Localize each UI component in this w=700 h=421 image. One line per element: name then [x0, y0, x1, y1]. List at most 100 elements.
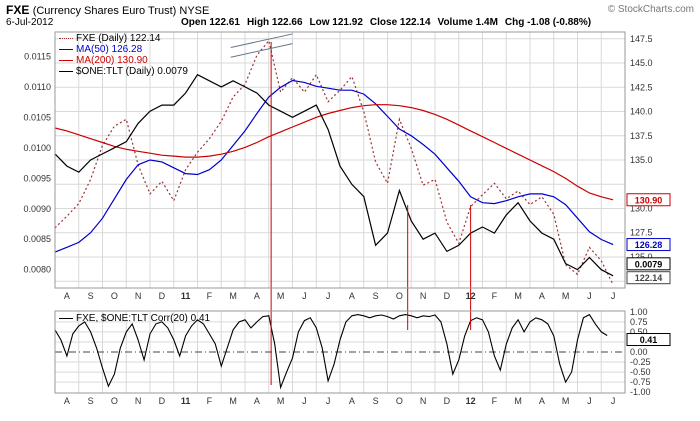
series-line-2 — [54, 104, 614, 201]
month-label: J — [611, 396, 616, 406]
month-label: N — [420, 291, 427, 301]
left-axis-tick: 0.0090 — [23, 204, 51, 214]
month-label: O — [396, 396, 403, 406]
month-label: A — [64, 396, 70, 406]
corr-axis-tick: 1.00 — [630, 307, 648, 317]
quote-value-chg: -1.08 (-0.88%) — [524, 17, 592, 28]
month-label: A — [349, 396, 355, 406]
month-label: J — [302, 291, 307, 301]
corr-axis-tick: -0.50 — [630, 367, 651, 377]
quote-label-close: Close — [369, 17, 398, 28]
quote-label-open: Open — [181, 17, 207, 28]
right-axis-tick: 140.0 — [630, 107, 653, 117]
month-label: F — [492, 396, 498, 406]
quote-value-open: 122.61 — [206, 17, 240, 28]
series-line-1 — [54, 79, 614, 253]
main-panel-frame — [54, 31, 626, 289]
month-label: J — [326, 291, 331, 301]
right-axis-tick: 145.0 — [630, 58, 653, 68]
month-label: F — [492, 291, 498, 301]
left-axis-tick: 0.0115 — [24, 51, 51, 61]
legend-main-label-2: MA(200) 130.90 — [76, 55, 148, 66]
legend-main-swatch-0 — [59, 37, 73, 39]
month-label: 12 — [466, 291, 476, 301]
corr-callout-value: 0.41 — [640, 335, 658, 345]
month-label: J — [302, 396, 307, 406]
legend-main-swatch-2 — [59, 59, 73, 61]
left-axis-tick: 0.0080 — [23, 265, 51, 275]
month-label: A — [349, 291, 355, 301]
right-axis-tick: 130.0 — [630, 203, 653, 213]
chart-date: 6-Jul-2012 — [6, 17, 54, 28]
month-label: M — [514, 396, 522, 406]
trendline-annotation-1 — [230, 43, 293, 58]
month-label: 11 — [181, 396, 191, 406]
series-line-0 — [54, 39, 614, 285]
month-label: M — [562, 396, 570, 406]
month-label: J — [587, 396, 592, 406]
corr-axis-tick: -0.25 — [630, 357, 651, 367]
corr-axis-tick: -1.00 — [630, 387, 651, 397]
main-panel-legend: FXE (Daily) 122.14 MA(50) 126.28 MA(200) 1… — [59, 33, 188, 77]
correlation-panel-frame — [54, 310, 626, 394]
legend-corr-swatch-0 — [59, 317, 73, 319]
month-label: F — [207, 291, 213, 301]
callout-value-2: 0.0079 — [635, 259, 663, 269]
month-label: J — [326, 396, 331, 406]
legend-main-item-3: $ONE:TLT (Daily) 0.0079 — [59, 66, 188, 77]
quote-bar: Open 122.61 High 122.66 Low 121.92 Close 12… — [174, 17, 591, 28]
quote-label-high: High — [246, 17, 270, 28]
legend-main-item-1: MA(50) 126.28 — [59, 44, 188, 55]
right-axis-tick: 147.5 — [630, 34, 653, 44]
left-axis-tick: 0.0095 — [23, 173, 51, 183]
series-line-3 — [54, 73, 614, 277]
right-axis-tick: 135.0 — [630, 155, 653, 165]
month-label: S — [88, 291, 94, 301]
corr-axis-tick: -0.75 — [630, 377, 651, 387]
callout-value-3: 122.14 — [635, 273, 663, 283]
month-label: M — [229, 396, 237, 406]
corr-axis-tick: 0.00 — [630, 347, 648, 357]
quote-label-low: Low — [309, 17, 330, 28]
legend-corr-item-0: FXE, $ONE:TLT Corr(20) 0.41 — [59, 313, 210, 324]
month-label: M — [514, 291, 522, 301]
copyright-label: © StockCharts.com — [607, 4, 694, 15]
quote-line: 6-Jul-2012 Open 122.61 High 122.66 Low 121.… — [6, 17, 591, 28]
legend-main-swatch-1 — [59, 48, 73, 50]
corr-callout-box — [626, 333, 671, 347]
month-label: D — [159, 396, 166, 406]
callout-box-2 — [626, 257, 671, 271]
month-label: M — [229, 291, 237, 301]
quote-value-volume: 1.4M — [472, 17, 498, 28]
left-axis-tick: 0.0100 — [23, 143, 51, 153]
month-label: 12 — [466, 396, 476, 406]
legend-main-item-2: MA(200) 130.90 — [59, 55, 188, 66]
left-axis-tick: 0.0085 — [23, 234, 51, 244]
month-label: O — [111, 396, 118, 406]
month-label: J — [587, 291, 592, 301]
month-label: 11 — [181, 291, 191, 301]
ticker-symbol: FXE — [6, 3, 30, 17]
correlation-line — [54, 313, 608, 390]
month-label: M — [277, 396, 285, 406]
month-label: N — [135, 291, 142, 301]
right-axis-tick: 127.5 — [630, 228, 653, 238]
month-label: J — [611, 291, 616, 301]
month-label: A — [539, 396, 545, 406]
month-label: S — [373, 396, 379, 406]
month-label: O — [111, 291, 118, 301]
month-label: M — [277, 291, 285, 301]
right-axis-tick: 137.5 — [630, 131, 653, 141]
callout-box-0 — [626, 193, 671, 207]
left-axis-tick: 0.0110 — [24, 82, 51, 92]
month-label: A — [254, 291, 260, 301]
quote-label-volume: Volume — [437, 17, 473, 28]
month-label: M — [562, 291, 570, 301]
month-label: D — [159, 291, 166, 301]
month-label: N — [135, 396, 142, 406]
legend-corr-label-0: FXE, $ONE:TLT Corr(20) 0.41 — [76, 313, 211, 324]
month-label: D — [444, 396, 451, 406]
quote-value-close: 122.14 — [397, 17, 431, 28]
